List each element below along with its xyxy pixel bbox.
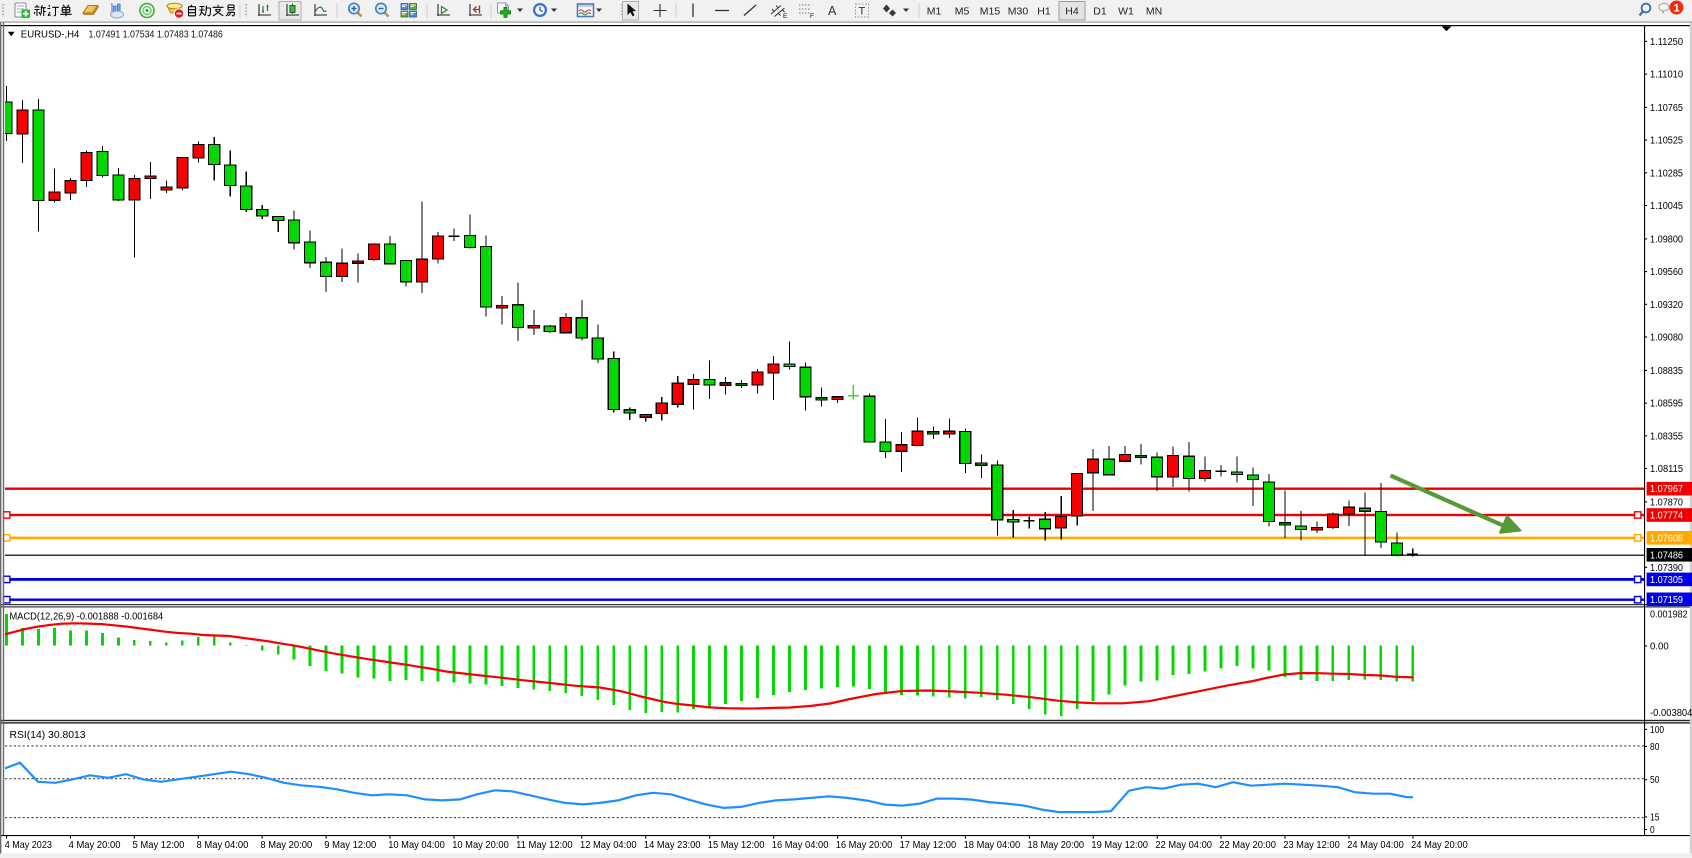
svg-text:1.08595: 1.08595 (1650, 399, 1683, 410)
svg-text:1: 1 (1673, 3, 1679, 15)
svg-text:10 May 04:00: 10 May 04:00 (388, 840, 445, 851)
svg-text:MN: MN (1146, 6, 1162, 18)
svg-text:16 May 04:00: 16 May 04:00 (772, 840, 829, 851)
svg-text:22 May 04:00: 22 May 04:00 (1155, 840, 1212, 851)
svg-text:18 May 04:00: 18 May 04:00 (964, 840, 1021, 851)
svg-text:RSI(14) 30.8013: RSI(14) 30.8013 (10, 729, 86, 741)
svg-text:1.10045: 1.10045 (1650, 201, 1683, 212)
svg-text:24 May 20:00: 24 May 20:00 (1411, 840, 1468, 851)
svg-text:1.07774: 1.07774 (1650, 511, 1683, 522)
svg-text:EURUSD-,H4: EURUSD-,H4 (21, 28, 80, 40)
svg-text:1.07491 1.07534 1.07483 1.0748: 1.07491 1.07534 1.07483 1.07486 (89, 28, 223, 40)
svg-text:1.09800: 1.09800 (1650, 234, 1683, 245)
svg-text:T: T (859, 6, 866, 18)
svg-text:1.07390: 1.07390 (1650, 563, 1683, 574)
svg-text:0.001982: 0.001982 (1650, 609, 1688, 620)
svg-text:16 May 20:00: 16 May 20:00 (836, 840, 893, 851)
svg-text:1.09080: 1.09080 (1650, 333, 1683, 344)
svg-text:8 May 04:00: 8 May 04:00 (197, 840, 249, 851)
svg-text:E: E (783, 13, 788, 20)
svg-text:22 May 20:00: 22 May 20:00 (1219, 840, 1276, 851)
svg-text:1.07608: 1.07608 (1650, 533, 1683, 544)
svg-text:1.07305: 1.07305 (1650, 575, 1683, 586)
svg-text:24 May 04:00: 24 May 04:00 (1347, 840, 1404, 851)
svg-text:17 May 12:00: 17 May 12:00 (900, 840, 957, 851)
svg-text:14 May 23:00: 14 May 23:00 (644, 840, 701, 851)
svg-text:A: A (828, 4, 837, 18)
svg-text:18 May 20:00: 18 May 20:00 (1028, 840, 1085, 851)
svg-text:100: 100 (1650, 725, 1664, 736)
svg-text:8 May 20:00: 8 May 20:00 (260, 840, 312, 851)
svg-text:15: 15 (1650, 813, 1660, 824)
svg-text:1.10525: 1.10525 (1650, 136, 1683, 147)
svg-text:1.11010: 1.11010 (1650, 70, 1683, 81)
svg-text:15 May 12:00: 15 May 12:00 (708, 840, 765, 851)
svg-text:11 May 12:00: 11 May 12:00 (516, 840, 573, 851)
svg-text:MACD(12,26,9) -0.001888 -0.001: MACD(12,26,9) -0.001888 -0.001684 (10, 611, 164, 623)
svg-text:1.11250: 1.11250 (1650, 37, 1683, 48)
svg-text:0.00: 0.00 (1650, 642, 1669, 653)
svg-text:19 May 12:00: 19 May 12:00 (1091, 840, 1148, 851)
svg-text:1.07870: 1.07870 (1650, 497, 1683, 508)
svg-text:M5: M5 (955, 6, 970, 18)
svg-text:1.08835: 1.08835 (1650, 366, 1683, 377)
svg-text:1.09560: 1.09560 (1650, 267, 1683, 278)
svg-text:1.08355: 1.08355 (1650, 431, 1683, 442)
svg-text:1.07159: 1.07159 (1650, 595, 1683, 606)
svg-text:W1: W1 (1118, 6, 1134, 18)
svg-text:F: F (810, 13, 814, 20)
svg-text:M1: M1 (927, 6, 942, 18)
svg-text:12 May 04:00: 12 May 04:00 (580, 840, 637, 851)
svg-text:4 May 2023: 4 May 2023 (5, 840, 53, 851)
svg-text:1.07486: 1.07486 (1650, 550, 1683, 561)
svg-text:9 May 12:00: 9 May 12:00 (324, 840, 376, 851)
svg-text:-0.003804: -0.003804 (1650, 708, 1692, 719)
svg-text:H4: H4 (1065, 6, 1079, 18)
svg-text:1.10765: 1.10765 (1650, 103, 1683, 114)
svg-text:H1: H1 (1037, 6, 1051, 18)
svg-text:1.07967: 1.07967 (1650, 484, 1683, 495)
svg-text:10 May 20:00: 10 May 20:00 (452, 840, 509, 851)
svg-text:5 May 12:00: 5 May 12:00 (133, 840, 185, 851)
svg-text:1.10285: 1.10285 (1650, 168, 1683, 179)
svg-text:M15: M15 (980, 6, 1001, 18)
svg-text:23 May 12:00: 23 May 12:00 (1283, 840, 1340, 851)
svg-text:D1: D1 (1093, 6, 1107, 18)
svg-text:4 May 20:00: 4 May 20:00 (69, 840, 121, 851)
svg-text:1.08115: 1.08115 (1650, 464, 1683, 475)
svg-text:0: 0 (1650, 825, 1655, 836)
svg-text:M30: M30 (1008, 6, 1029, 18)
svg-text:80: 80 (1650, 742, 1660, 753)
svg-text:1.09320: 1.09320 (1650, 300, 1683, 311)
svg-text:50: 50 (1650, 775, 1660, 786)
